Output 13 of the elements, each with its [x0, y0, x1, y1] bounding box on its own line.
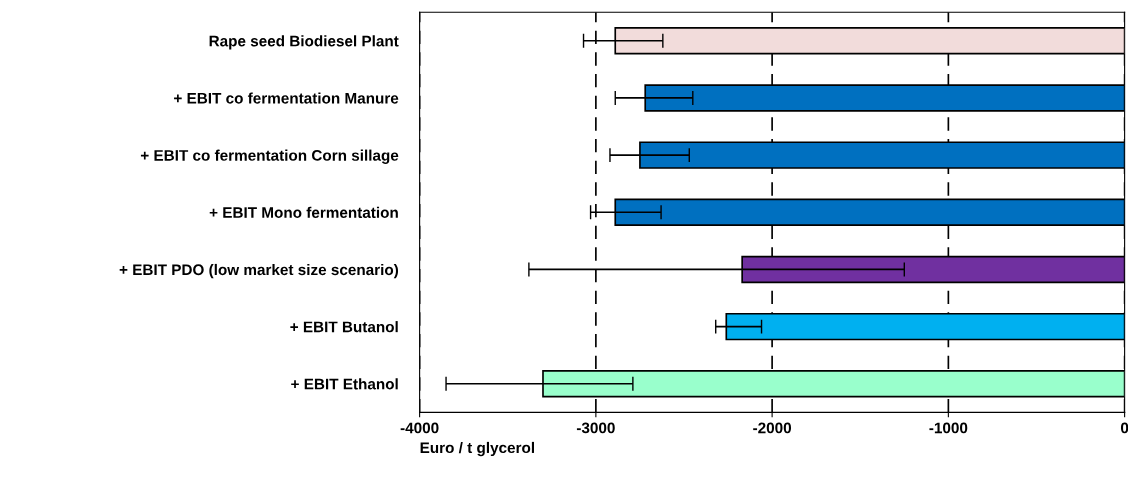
- x-tick-label: -4000: [400, 422, 439, 434]
- y-tick-label: + EBIT Ethanol: [291, 378, 398, 390]
- x-tick-label: 0: [1120, 422, 1128, 434]
- x-axis-title: Euro / t glycerol: [420, 441, 534, 457]
- x-tick-label: -3000: [576, 422, 615, 434]
- y-tick-label: + EBIT co fermentation Manure: [174, 92, 399, 104]
- y-tick-label: + EBIT PDO (low market size scenario): [119, 263, 399, 279]
- y-tick-label: + EBIT Mono fermentation: [209, 206, 398, 218]
- x-tick-label: -2000: [753, 422, 792, 434]
- x-tick-label: -1000: [929, 422, 968, 434]
- y-tick-label: + EBIT co fermentation Corn sillage: [140, 149, 399, 164]
- y-tick-label: + EBIT Butanol: [290, 321, 398, 333]
- y-tick-label: Rape seed Biodiesel Plant: [209, 35, 399, 50]
